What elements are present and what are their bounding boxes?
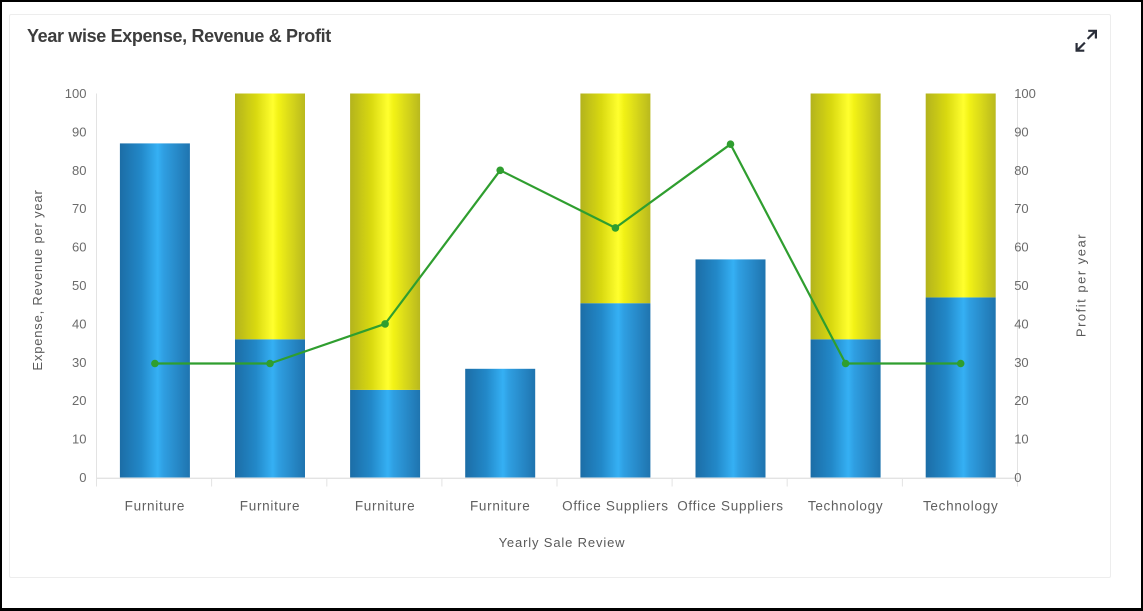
svg-text:0: 0 bbox=[79, 470, 86, 485]
svg-text:50: 50 bbox=[72, 278, 86, 293]
svg-text:100: 100 bbox=[65, 86, 87, 101]
svg-text:20: 20 bbox=[72, 393, 86, 408]
svg-text:0: 0 bbox=[1014, 470, 1021, 485]
svg-text:20: 20 bbox=[1014, 393, 1028, 408]
svg-text:Office Suppliers: Office Suppliers bbox=[562, 499, 669, 514]
svg-text:Furniture: Furniture bbox=[125, 499, 186, 514]
svg-text:90: 90 bbox=[72, 124, 86, 139]
svg-text:10: 10 bbox=[1014, 432, 1028, 447]
svg-text:Yearly Sale Review: Yearly Sale Review bbox=[499, 535, 626, 550]
svg-text:10: 10 bbox=[72, 432, 86, 447]
svg-text:60: 60 bbox=[1014, 240, 1028, 255]
svg-text:Furniture: Furniture bbox=[355, 499, 416, 514]
svg-text:Expense, Revenue per year: Expense, Revenue per year bbox=[30, 189, 45, 370]
svg-text:Office Suppliers: Office Suppliers bbox=[677, 499, 784, 514]
svg-text:100: 100 bbox=[1014, 86, 1036, 101]
svg-text:Technology: Technology bbox=[923, 499, 999, 514]
svg-text:40: 40 bbox=[1014, 316, 1028, 331]
svg-text:70: 70 bbox=[1014, 201, 1028, 216]
svg-text:80: 80 bbox=[72, 163, 86, 178]
svg-text:Technology: Technology bbox=[808, 499, 884, 514]
svg-text:30: 30 bbox=[72, 355, 86, 370]
svg-text:90: 90 bbox=[1014, 124, 1028, 139]
svg-text:Profit per year: Profit per year bbox=[1074, 233, 1089, 337]
svg-text:30: 30 bbox=[1014, 355, 1028, 370]
svg-text:Furniture: Furniture bbox=[470, 499, 531, 514]
svg-text:60: 60 bbox=[72, 240, 86, 255]
svg-text:40: 40 bbox=[72, 316, 86, 331]
svg-text:80: 80 bbox=[1014, 163, 1028, 178]
svg-text:Furniture: Furniture bbox=[240, 499, 301, 514]
svg-text:70: 70 bbox=[72, 201, 86, 216]
svg-text:50: 50 bbox=[1014, 278, 1028, 293]
